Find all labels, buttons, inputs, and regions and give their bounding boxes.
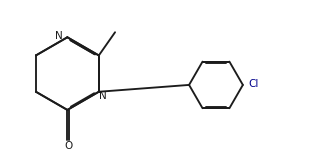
Text: O: O (64, 141, 73, 150)
Text: N: N (55, 31, 63, 41)
Text: N: N (99, 91, 106, 100)
Text: Cl: Cl (248, 79, 259, 89)
